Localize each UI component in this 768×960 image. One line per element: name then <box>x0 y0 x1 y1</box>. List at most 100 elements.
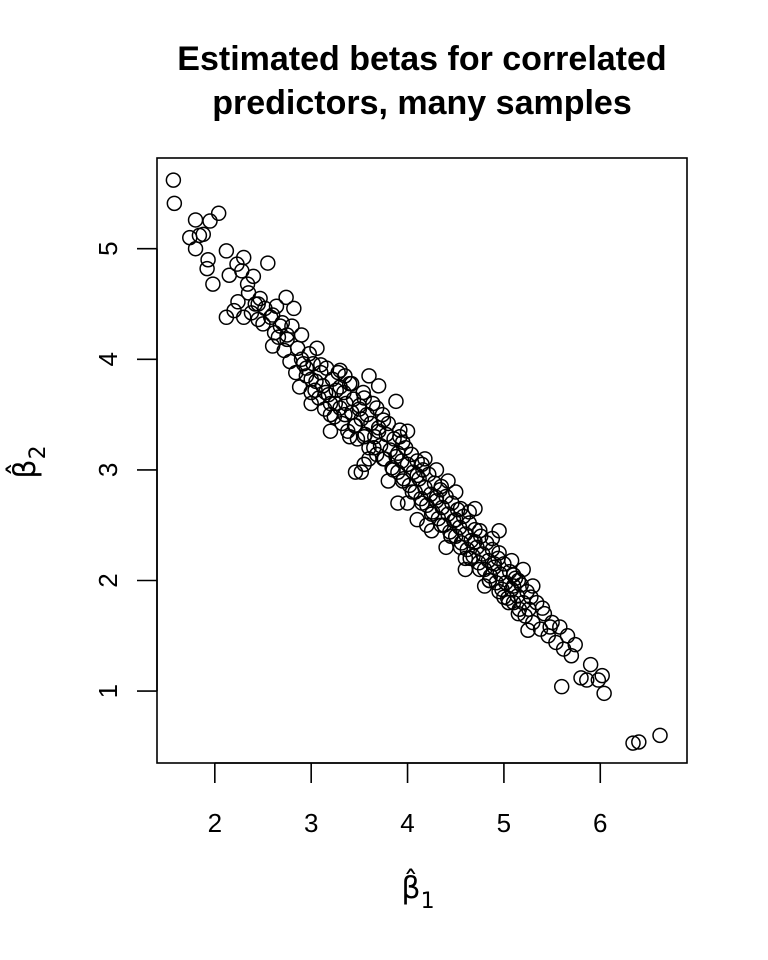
data-point <box>272 318 289 334</box>
chart-title-line-1: Estimated betas for correlated <box>177 40 666 78</box>
data-point <box>210 205 227 222</box>
x-axis: 2 3 4 5 6 <box>208 762 608 838</box>
data-point <box>534 600 551 616</box>
data-point <box>596 685 612 702</box>
data-point <box>293 327 310 343</box>
data-point <box>559 628 576 644</box>
data-point <box>370 378 387 394</box>
data-point <box>260 255 276 271</box>
data-point <box>419 517 435 533</box>
data-point <box>286 300 302 317</box>
data-point <box>250 296 266 312</box>
data-point <box>440 473 456 489</box>
x-axis-label-subscript: 1 <box>421 889 435 914</box>
y-tick-label: 3 <box>93 463 123 477</box>
data-point <box>625 735 641 751</box>
data-point <box>365 395 381 412</box>
data-point <box>309 340 325 356</box>
data-point <box>594 667 610 684</box>
data-point <box>187 212 204 228</box>
data-point <box>298 368 315 384</box>
data-point <box>510 605 527 622</box>
data-point <box>268 298 285 314</box>
data-point <box>582 656 599 673</box>
data-point <box>523 589 539 605</box>
y-axis-label: β̂2 <box>5 445 51 478</box>
data-point <box>552 619 568 635</box>
data-point <box>505 578 522 594</box>
data-point <box>322 406 339 423</box>
data-point <box>235 309 252 326</box>
data-point <box>343 375 360 392</box>
data-point <box>356 456 372 473</box>
data-point <box>264 307 281 323</box>
data-point <box>293 351 310 368</box>
y-axis-label-group: β̂2 <box>5 445 51 478</box>
data-point <box>553 678 570 695</box>
data-point <box>388 393 404 410</box>
data-point <box>199 260 215 277</box>
data-point <box>355 384 371 401</box>
data-point <box>476 578 493 594</box>
data-point <box>528 594 545 611</box>
data-point <box>166 195 183 212</box>
data-point <box>447 484 464 500</box>
data-point <box>288 364 304 381</box>
data-point <box>332 362 348 379</box>
data-point <box>423 522 440 539</box>
x-tick-label: 3 <box>304 808 318 838</box>
data-point <box>481 572 498 589</box>
data-point <box>361 451 377 467</box>
y-axis-label-symbol: β̂ <box>5 459 43 478</box>
data-point <box>368 400 385 416</box>
data-point <box>218 243 235 259</box>
data-point <box>496 589 512 605</box>
data-point <box>567 636 583 653</box>
data-point <box>503 552 520 569</box>
data-point <box>461 504 477 520</box>
data-point <box>520 622 536 639</box>
data-point <box>390 495 406 511</box>
data-point <box>542 619 558 635</box>
data-point <box>399 495 416 511</box>
y-tick-label: 4 <box>93 352 123 366</box>
data-point <box>235 249 252 266</box>
data-point <box>409 511 425 528</box>
data-point <box>457 561 474 578</box>
data-point <box>322 423 339 439</box>
data-point <box>356 390 372 406</box>
data-point <box>491 583 507 600</box>
x-tick-label: 4 <box>400 808 414 838</box>
data-point <box>187 240 204 257</box>
data-point <box>631 734 647 750</box>
data-point <box>341 428 358 445</box>
data-point <box>484 530 501 547</box>
data-point <box>270 329 287 345</box>
data-point <box>250 311 266 328</box>
data-point <box>375 412 392 428</box>
data-point <box>438 539 454 556</box>
data-point <box>392 422 408 438</box>
data-point <box>316 401 333 417</box>
data-point <box>347 464 364 480</box>
data-point <box>278 289 294 306</box>
data-point <box>510 572 527 589</box>
data-point <box>428 462 445 478</box>
x-axis-label-symbol: β̂ <box>401 868 420 906</box>
data-point <box>230 294 246 310</box>
data-point <box>313 357 329 373</box>
data-point <box>472 522 488 539</box>
data-point <box>298 360 315 376</box>
data-point <box>563 647 580 664</box>
data-point <box>303 395 319 412</box>
data-point <box>205 276 221 292</box>
data-point <box>579 672 595 688</box>
data-point <box>380 415 397 432</box>
data-point <box>195 226 212 243</box>
data-point <box>417 451 433 467</box>
data-point <box>361 368 377 384</box>
data-point <box>491 545 507 561</box>
data-point <box>590 672 607 688</box>
x-tick-label: 5 <box>497 808 511 838</box>
